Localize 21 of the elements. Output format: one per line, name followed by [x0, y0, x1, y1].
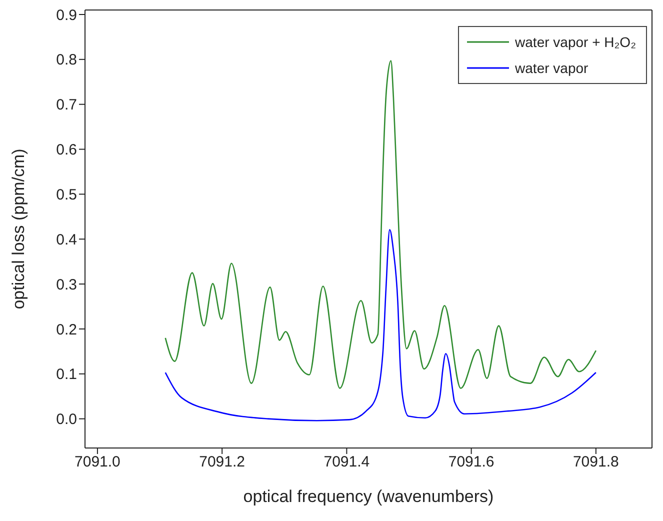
y-tick-label: 0.4: [56, 231, 77, 248]
legend-label: water vapor: [515, 60, 588, 76]
y-axis-title: optical loss (ppm/cm): [9, 148, 28, 310]
x-tick-label: 7091.4: [324, 454, 370, 471]
y-tick-label: 0.7: [56, 96, 77, 114]
y-tick-label: 0.2: [56, 321, 77, 338]
y-tick-label: 0.1: [56, 366, 77, 384]
y-tick-label: 0.8: [56, 52, 77, 69]
y-tick-label: 0.3: [56, 276, 77, 294]
x-tick-label: 7091.2: [199, 454, 246, 471]
legend-label: water vapor + H₂O₂: [515, 34, 636, 50]
x-axis-title: optical frequency (wavenumbers): [243, 487, 494, 506]
line-series: [164, 229, 597, 422]
line-series: [164, 60, 597, 389]
y-tick-label: 0.0: [56, 411, 77, 428]
y-tick-label: 0.5: [56, 186, 77, 204]
y-tick-label: 0.9: [56, 6, 77, 24]
x-tick-label: 7091.6: [448, 454, 494, 471]
x-tick-label: 7091.0: [74, 454, 120, 471]
x-tick-label: 7091.8: [572, 454, 619, 471]
y-tick-label: 0.6: [56, 142, 77, 159]
